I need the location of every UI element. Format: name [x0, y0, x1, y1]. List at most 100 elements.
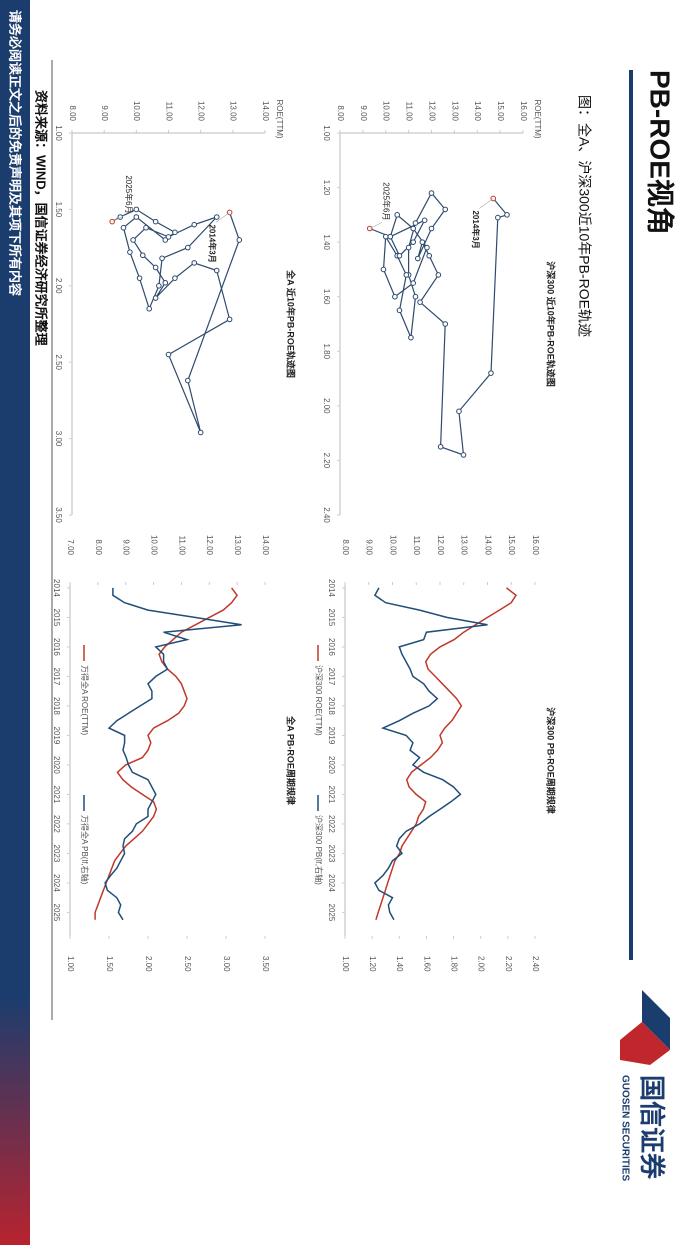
point — [410, 280, 416, 286]
footer-strip — [0, 0, 30, 1245]
point — [456, 408, 462, 415]
point — [405, 244, 412, 251]
series-line — [94, 587, 239, 920]
y-tick-label: 12.00 — [197, 101, 206, 122]
source-note: 资料来源：WIND，国信证券经济研究所整理 — [34, 90, 49, 346]
point — [133, 214, 140, 220]
point — [184, 244, 191, 251]
point — [403, 272, 410, 278]
y-axis-label: ROE(TTM) — [275, 99, 284, 138]
point — [152, 218, 159, 225]
y-tick-label: 16.00 — [519, 101, 528, 122]
y-tick-label: 13.00 — [450, 101, 459, 122]
point — [133, 206, 140, 213]
point — [191, 221, 198, 228]
x-tick-label: 2025 — [327, 904, 336, 922]
y-tick-label: 9.00 — [365, 539, 374, 555]
x-tick-label: 2016 — [52, 638, 61, 656]
leader-line — [369, 222, 382, 229]
x-tick-label: 2017 — [327, 668, 336, 686]
y-tick-label: 8.00 — [94, 539, 103, 555]
series-line — [104, 587, 242, 921]
series-line — [375, 587, 518, 921]
x-tick-label: 1.50 — [54, 202, 63, 218]
point — [435, 272, 442, 278]
y-tick-label: 12.00 — [427, 101, 436, 122]
y2-tick-label: 3.50 — [261, 956, 270, 972]
disclaimer: 请务必阅读正文之后的免责声明及其项下所有内容 — [8, 10, 23, 296]
point — [162, 237, 169, 243]
y-tick-label: 12.00 — [436, 535, 445, 556]
point — [213, 214, 220, 220]
chart-title: 沪深300 近10年PB-ROE轨迹图 — [546, 261, 557, 387]
y2-tick-label: 2.00 — [477, 956, 486, 972]
x-tick-label: 1.00 — [322, 125, 331, 141]
chart-title: 全A 近10年PB-ROE轨迹图 — [286, 269, 297, 378]
x-tick-label: 2025 — [52, 904, 61, 922]
y-tick-label: 12.00 — [205, 535, 214, 556]
point — [120, 224, 127, 231]
end-annotation: 2025年6月 — [382, 182, 392, 220]
point — [152, 295, 159, 301]
point — [504, 212, 510, 218]
point — [130, 237, 136, 243]
point — [488, 370, 494, 376]
point — [392, 293, 398, 300]
point — [460, 452, 467, 458]
y2-tick-label: 3.00 — [222, 956, 231, 972]
logo-english: GUOSEN SECURITIES — [619, 1075, 630, 1181]
point — [426, 252, 433, 259]
x-tick-label: 2022 — [52, 815, 61, 833]
title-bar — [629, 70, 633, 960]
x-tick-label: 2014 — [327, 579, 336, 597]
point — [424, 244, 430, 251]
y-tick-label: 14.00 — [483, 535, 492, 556]
point — [191, 260, 198, 266]
point — [165, 234, 172, 240]
x-tick-label: 2018 — [52, 697, 61, 715]
y-tick-label: 10.00 — [388, 535, 397, 556]
x-tick-label: 1.20 — [322, 180, 331, 196]
point — [421, 217, 428, 224]
y2-tick-label: 1.20 — [368, 956, 377, 972]
y-tick-label: 9.00 — [100, 105, 109, 121]
x-tick-label: 2021 — [52, 786, 61, 804]
end-annotation: 2025年6月 — [124, 175, 134, 213]
point — [417, 299, 423, 305]
x-tick-label: 2.20 — [322, 453, 331, 469]
y2-tick-label: 1.60 — [422, 956, 431, 972]
x-tick-label: 1.00 — [54, 125, 63, 141]
point — [146, 305, 152, 312]
point — [490, 195, 497, 202]
trajectory — [111, 208, 240, 433]
x-tick-label: 1.40 — [322, 234, 331, 250]
point — [419, 239, 426, 245]
y-tick-label: 11.00 — [164, 102, 173, 122]
x-tick-label: 3.00 — [54, 431, 63, 447]
legend-label: 万得全A ROE(TTM) — [80, 665, 90, 736]
point — [394, 212, 400, 218]
point — [382, 233, 389, 240]
x-tick-label: 2015 — [52, 609, 61, 627]
x-tick-label: 2014 — [52, 579, 61, 597]
leader-line — [112, 215, 125, 222]
y-tick-label: 10.00 — [149, 535, 158, 556]
chart-title: 全A PB-ROE周期规律 — [286, 715, 297, 805]
x-tick-label: 2020 — [327, 756, 336, 774]
point — [442, 206, 449, 213]
y2-tick-label: 1.50 — [105, 956, 114, 972]
y-tick-label: 10.00 — [382, 101, 391, 122]
y2-tick-label: 2.40 — [531, 956, 540, 972]
start-annotation: 2014年3月 — [208, 224, 218, 262]
y-tick-label: 10.00 — [132, 101, 141, 122]
point — [408, 334, 414, 341]
y-tick-label: 9.00 — [122, 539, 131, 555]
y2-tick-label: 1.40 — [395, 956, 404, 972]
y-tick-label: 16.00 — [531, 535, 540, 556]
point — [136, 275, 143, 281]
legend-label: 万得全A PB(lf,右轴) — [80, 815, 90, 885]
point — [396, 307, 403, 314]
y-tick-label: 11.00 — [412, 536, 421, 556]
point — [159, 255, 165, 262]
